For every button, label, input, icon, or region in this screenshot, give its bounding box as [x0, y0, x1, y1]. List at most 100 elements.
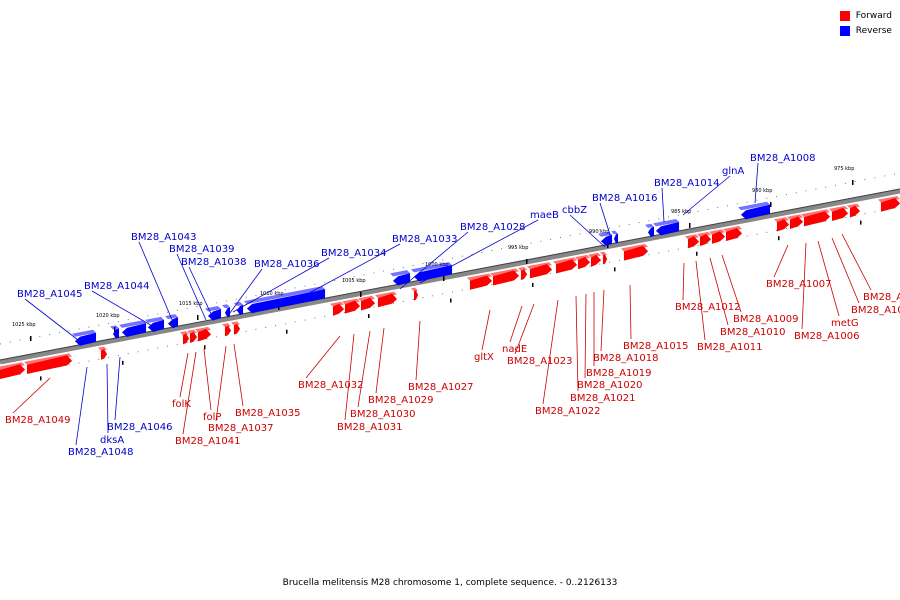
forward-gene-label[interactable]: BM28_A1029: [368, 395, 434, 406]
reverse-gene-label[interactable]: BM28_A1036: [254, 259, 320, 270]
gene-arrow-top: [72, 329, 96, 337]
reverse-gene-label[interactable]: BM28_A1028: [460, 222, 526, 233]
reverse-gene-arrow[interactable]: [147, 319, 165, 333]
reverse-gene-arrow[interactable]: [392, 272, 411, 286]
reverse-connector: [226, 268, 263, 318]
forward-gene-label[interactable]: BM28_A1049: [5, 415, 71, 426]
forward-gene-arrow[interactable]: [233, 323, 241, 335]
reverse-gene-arrow[interactable]: [236, 304, 244, 316]
forward-gene-label[interactable]: BM28_A1027: [408, 382, 474, 393]
reverse-gene-label[interactable]: BM28_A1044: [84, 281, 150, 292]
reverse-gene-label[interactable]: BM28_A1034: [321, 248, 387, 259]
forward-gene-arrow[interactable]: [413, 289, 419, 301]
forward-connector: [831, 237, 860, 304]
forward-gene-label[interactable]: BM28_A1011: [697, 342, 763, 353]
reverse-gene-label[interactable]: BM28_A1033: [392, 234, 458, 245]
forward-connector: [12, 377, 51, 414]
reverse-gene-arrow[interactable]: [167, 316, 179, 329]
gene-features: [0, 196, 900, 380]
reverse-gene-label[interactable]: BM28_A1045: [17, 289, 83, 300]
forward-connector: [509, 305, 523, 343]
forward-gene-arrow[interactable]: [602, 253, 608, 265]
reverse-gene-label[interactable]: BM28_A1016: [592, 193, 658, 204]
reverse-gene-label[interactable]: BM28_A1046: [107, 422, 173, 433]
forward-gene-arrow[interactable]: [100, 348, 108, 361]
forward-gene-label[interactable]: BM28_A1006: [794, 331, 860, 342]
forward-gene-label[interactable]: BM28_A1015: [623, 341, 689, 352]
gene-arrow-top: [645, 223, 654, 228]
scale-tick: [607, 243, 609, 248]
forward-gene-label[interactable]: BM28_A1021: [570, 393, 636, 404]
reverse-gene-arrow[interactable]: [224, 306, 231, 318]
gene-arrow-top: [375, 291, 397, 299]
forward-gene-label[interactable]: BM28_A1041: [175, 436, 241, 447]
forward-gene-arrow[interactable]: [520, 268, 528, 281]
reverse-connector: [106, 363, 109, 434]
gene-arrow-top: [553, 257, 577, 265]
reverse-gene-arrow[interactable]: [647, 226, 655, 238]
scale-tick: [689, 223, 691, 228]
reverse-gene-arrow[interactable]: [246, 288, 326, 314]
minor-tick: [696, 251, 698, 256]
reverse-gene-label[interactable]: dksA: [100, 435, 124, 446]
forward-gene-label[interactable]: gltX: [474, 352, 494, 363]
gene-arrow-top: [527, 262, 552, 270]
reverse-gene-label[interactable]: BM28_A1008: [750, 153, 816, 164]
reverse-gene-label[interactable]: BM28_A1038: [181, 257, 247, 268]
forward-gene-label[interactable]: BM28_A1020: [577, 380, 643, 391]
forward-gene-label[interactable]: BM28_A1007: [766, 279, 832, 290]
forward-gene-label[interactable]: BM28_A1012: [675, 302, 741, 313]
reverse-gene-arrow[interactable]: [655, 221, 680, 236]
forward-connector: [514, 303, 535, 355]
forward-gene-label[interactable]: BM28_A1018: [593, 353, 659, 364]
forward-gene-label[interactable]: BM28_A1030: [350, 409, 416, 420]
reverse-connector: [75, 366, 88, 446]
scale-label: 995 kbp: [508, 245, 528, 251]
gene-arrow-top: [98, 346, 107, 351]
forward-gene-label[interactable]: BM28_A1032: [298, 380, 364, 391]
reverse-gene-arrow[interactable]: [413, 264, 453, 282]
reverse-gene-arrow[interactable]: [74, 332, 97, 347]
scale-tick: [360, 292, 362, 297]
reverse-gene-label[interactable]: BM28_A1048: [68, 447, 134, 458]
reverse-gene-arrow[interactable]: [600, 234, 613, 247]
gene-arrow-top: [653, 218, 679, 227]
forward-gene-arrow[interactable]: [182, 333, 190, 345]
forward-gene-label[interactable]: BM28_A1003: [863, 292, 900, 303]
forward-connector: [584, 293, 587, 379]
reverse-gene-label[interactable]: BM28_A1043: [131, 232, 197, 243]
minor-tick: [614, 267, 616, 272]
reverse-gene-label[interactable]: BM28_A1039: [169, 244, 235, 255]
reverse-gene-arrow[interactable]: [740, 204, 771, 220]
forward-gene-label[interactable]: BM28_A1023: [507, 356, 573, 367]
forward-gene-label[interactable]: BM28_A1031: [337, 422, 403, 433]
forward-gene-label[interactable]: folP: [203, 412, 221, 423]
forward-gene-label[interactable]: BM28_A1037: [208, 423, 274, 434]
reverse-gene-arrow[interactable]: [207, 308, 222, 321]
scale-label: 975 kbp: [834, 166, 854, 172]
forward-gene-label[interactable]: BM28_A1009: [733, 314, 799, 325]
gene-arrow-top: [787, 214, 803, 220]
forward-gene-label[interactable]: nadE: [502, 344, 527, 355]
reverse-gene-arrow[interactable]: [112, 328, 120, 339]
forward-gene-label[interactable]: BM28_A1019: [586, 368, 652, 379]
gene-arrow-top: [358, 295, 375, 302]
reverse-gene-label[interactable]: maeB: [530, 210, 559, 221]
gene-arrow-top: [588, 252, 601, 258]
forward-gene-label[interactable]: BM28_A1035: [235, 408, 301, 419]
forward-gene-label[interactable]: folK: [172, 399, 191, 410]
reverse-swatch: [839, 25, 850, 36]
forward-gene-label[interactable]: BM28_A1004: [851, 305, 900, 316]
legend-forward-label: Forward: [855, 10, 892, 21]
scale-label: 1010 kbp: [260, 291, 284, 297]
gene-arrow-top: [709, 229, 725, 235]
forward-gene-label[interactable]: BM28_A1022: [535, 406, 601, 417]
forward-gene-label[interactable]: BM28_A1010: [720, 327, 786, 338]
reverse-gene-arrow[interactable]: [121, 322, 147, 338]
reverse-gene-arrow[interactable]: [613, 233, 619, 244]
forward-gene-label[interactable]: metG: [831, 318, 859, 329]
forward-gene-arrow[interactable]: [224, 325, 232, 337]
reverse-gene-label[interactable]: cbbZ: [562, 205, 587, 216]
reverse-gene-label[interactable]: BM28_A1014: [654, 178, 720, 189]
reverse-gene-label[interactable]: glnA: [722, 166, 744, 177]
